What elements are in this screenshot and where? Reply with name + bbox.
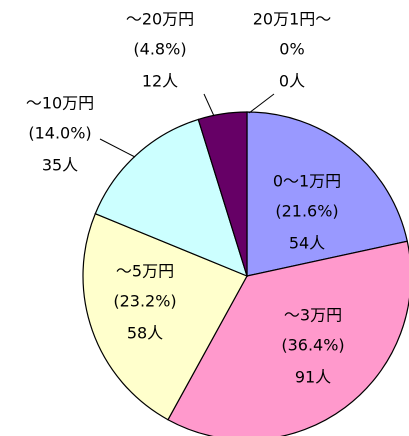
- slice-label: 0〜1万円: [273, 172, 341, 191]
- count-label: 35人: [42, 156, 78, 175]
- percent-label: (23.2%): [113, 292, 176, 311]
- leader-line: [248, 93, 275, 114]
- percent-label: 0%: [279, 40, 304, 59]
- pie-slice: [167, 240, 409, 436]
- slice-label: 〜20万円: [126, 10, 194, 29]
- percent-label: (14.0%): [28, 124, 91, 143]
- slice-label: 20万1円〜: [253, 10, 332, 29]
- count-label: 12人: [142, 72, 178, 91]
- pie-slice: [94, 118, 248, 278]
- pie-slice: [246, 111, 408, 277]
- slice-label: 〜10万円: [26, 94, 94, 113]
- percent-label: (21.6%): [275, 202, 338, 221]
- count-label: 0人: [279, 72, 305, 91]
- leader-line: [99, 138, 136, 158]
- leader-line: [203, 93, 215, 117]
- percent-label: (4.8%): [133, 40, 186, 59]
- slice-label: 〜3万円: [284, 306, 342, 325]
- pie-slice: [197, 111, 248, 277]
- pie-slice: [82, 212, 248, 421]
- count-label: 91人: [295, 368, 331, 387]
- slice-label: 〜5万円: [116, 262, 174, 281]
- count-label: 58人: [127, 324, 163, 343]
- count-label: 54人: [289, 234, 325, 253]
- percent-label: (36.4%): [281, 336, 344, 355]
